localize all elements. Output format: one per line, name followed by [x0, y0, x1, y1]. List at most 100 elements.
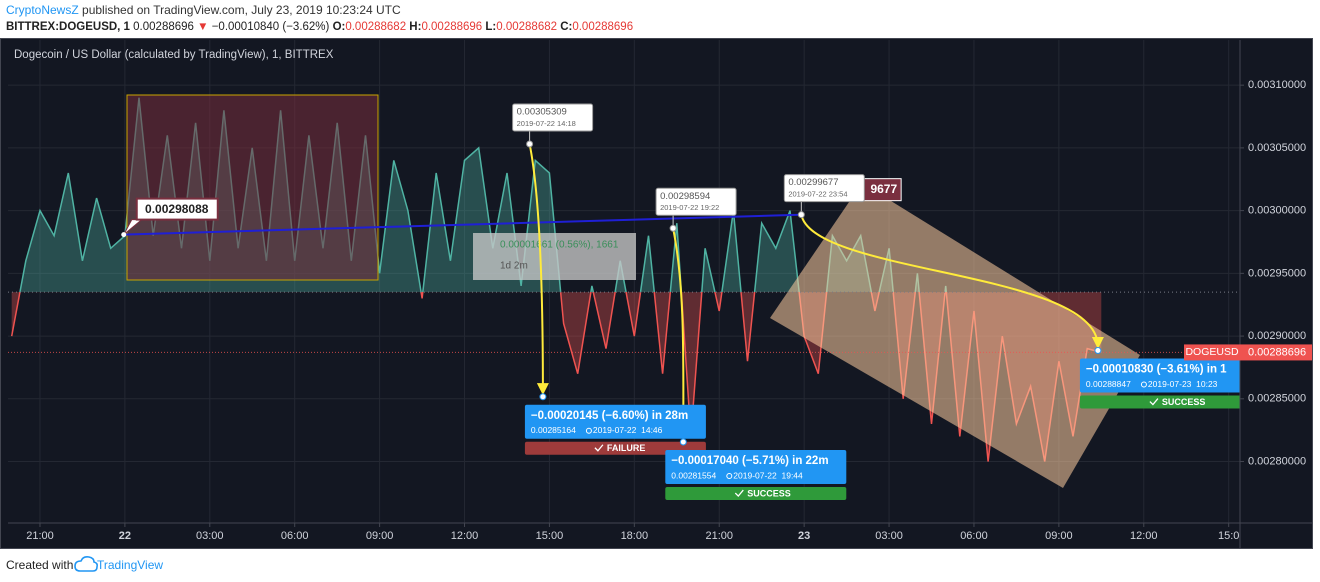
ohlc-value: 0.00288682	[496, 21, 560, 33]
callout-point	[669, 224, 677, 232]
forecast-change: −0.00017040 (−5.71%) in 22m	[671, 455, 828, 467]
forecast-status: FAILURE	[607, 443, 646, 453]
forecast-status-bg	[665, 487, 847, 501]
clock-icon	[726, 473, 733, 480]
forecast-time: 2019-07-22 14:46	[593, 425, 663, 435]
channel-shape	[770, 183, 1140, 488]
x-tick-label: 12:00	[451, 530, 479, 542]
forecast-change: −0.00020145 (−6.60%) in 28m	[531, 410, 688, 422]
forecast-time: 2019-07-22 19:44	[733, 470, 803, 480]
callout-price: 0.00298594	[660, 191, 710, 202]
y-tick-label: 0.00310000	[1248, 79, 1306, 91]
trend-line	[123, 213, 805, 236]
x-tick-label: 06:00	[960, 530, 988, 542]
start-label-bg	[135, 197, 219, 221]
ohlc-value: 0.00288696	[421, 21, 485, 33]
x-tick-label: 09:00	[1045, 530, 1073, 542]
forecast-change: −0.00010830 (−3.61%) in 1	[1086, 364, 1227, 376]
callout-time: 2019-07-22 23:54	[788, 190, 847, 199]
ohlc-label: O:	[333, 21, 346, 33]
status-icon	[1149, 398, 1159, 406]
y-tick-label: 0.00305000	[1248, 142, 1306, 154]
axes: 0.00280000 0.00285000 0.00290000 0.00295000…	[26, 79, 1312, 542]
symbol: BITTREX:DOGEUSD, 1	[6, 21, 131, 33]
y-tick-label: 0.00295000	[1248, 267, 1306, 279]
forecast-price: 0.00285164	[531, 425, 576, 435]
callout-box	[512, 103, 594, 132]
x-tick-label: 15:00	[536, 530, 564, 542]
header-bg	[0, 0, 1320, 38]
callout-point	[797, 211, 805, 219]
last-price-label: 0.00288696	[1248, 346, 1306, 358]
status-icon	[734, 489, 744, 497]
measure-box	[473, 233, 636, 280]
x-tick-label: 15:0	[1218, 530, 1239, 542]
drawings: 0.00001661 (0.56%), 1661 1d 2m 9677 0.00298…	[121, 103, 1240, 501]
forecast-arrow	[528, 143, 549, 396]
highlight-rectangle	[126, 94, 379, 281]
forecast-box	[524, 404, 706, 439]
published: published on TradingView.com, July 23, 2…	[79, 3, 401, 17]
callout-price: 0.00305309	[517, 107, 567, 118]
ohlc-label: H:	[409, 21, 421, 33]
x-tick-label: 06:00	[281, 530, 309, 542]
callout-time: 2019-07-22 14:18	[517, 119, 576, 128]
x-tick-label: 03:00	[196, 530, 224, 542]
forecast-target	[679, 438, 687, 446]
start-label: 0.00298088	[145, 202, 209, 216]
forecast-status-bg	[524, 441, 706, 455]
x-tick-label: 09:00	[366, 530, 394, 542]
change: −0.00010840 (−3.62%)	[209, 21, 333, 33]
change-arrow: ▼	[197, 21, 208, 33]
x-tick-label: 03:00	[875, 530, 903, 542]
x-tick-label: 21:00	[705, 530, 733, 542]
forecast-box	[665, 450, 847, 485]
x-tick-label: 23	[798, 530, 810, 542]
author[interactable]: CryptoNewsZ	[6, 3, 79, 17]
y-tick-label: 0.00300000	[1248, 205, 1306, 217]
footer-brand[interactable]: TradingView	[97, 558, 163, 572]
clock-icon	[1140, 381, 1147, 388]
symbol-line: BITTREX:DOGEUSD, 1 0.00288696 ▼ −0.00010…	[6, 21, 633, 33]
last-price-name: DOGEUSD	[1185, 346, 1239, 358]
forecast-price: 0.00288847	[1086, 379, 1131, 389]
callout-box	[655, 187, 737, 216]
y-tick-label: 0.00280000	[1248, 455, 1306, 467]
brand-logo	[74, 556, 98, 572]
clock-icon	[585, 427, 592, 434]
ohlc-value: 0.00288696	[572, 21, 633, 33]
forecast-box	[1079, 358, 1240, 393]
forecast-price: 0.00281554	[671, 470, 716, 480]
measure-duration: 1d 2m	[500, 261, 528, 272]
forecast-status: SUCCESS	[747, 488, 791, 498]
trend-start-point	[121, 232, 127, 238]
x-tick-label: 22	[119, 530, 131, 542]
callout-point	[526, 140, 534, 148]
forecast-status: SUCCESS	[1162, 397, 1206, 407]
ohlc-value: 0.00288682	[345, 21, 409, 33]
forecast-target	[1094, 347, 1102, 355]
callout-price: 0.00299677	[788, 177, 838, 188]
callout-box	[783, 174, 865, 203]
end-label: 9677	[870, 182, 897, 196]
chart-title: Dogecoin / US Dollar (calculated by Trad…	[14, 49, 334, 61]
forecast-target	[539, 393, 547, 401]
forecast-time: 2019-07-23 10:23	[1148, 379, 1218, 389]
ohlc-label: L:	[485, 21, 496, 33]
last-price-bg	[1240, 344, 1312, 361]
ohlc-label: C:	[560, 21, 572, 33]
last-price-name-bg	[1184, 344, 1240, 361]
last-price: 0.00288696	[130, 21, 197, 33]
x-tick-label: 12:00	[1130, 530, 1158, 542]
forecast-arrow	[800, 214, 1104, 349]
status-icon	[594, 444, 604, 452]
footer-text: Created with	[6, 558, 73, 572]
callout-time: 2019-07-22 19:22	[660, 203, 719, 212]
chart-border	[0, 38, 1313, 549]
x-tick-label: 18:00	[621, 530, 649, 542]
measure-change: 0.00001661 (0.56%), 1661	[500, 240, 619, 251]
x-tick-label: 21:00	[26, 530, 54, 542]
forecast-status-bg	[1079, 395, 1240, 409]
publish-line: CryptoNewsZ published on TradingView.com…	[6, 3, 401, 17]
